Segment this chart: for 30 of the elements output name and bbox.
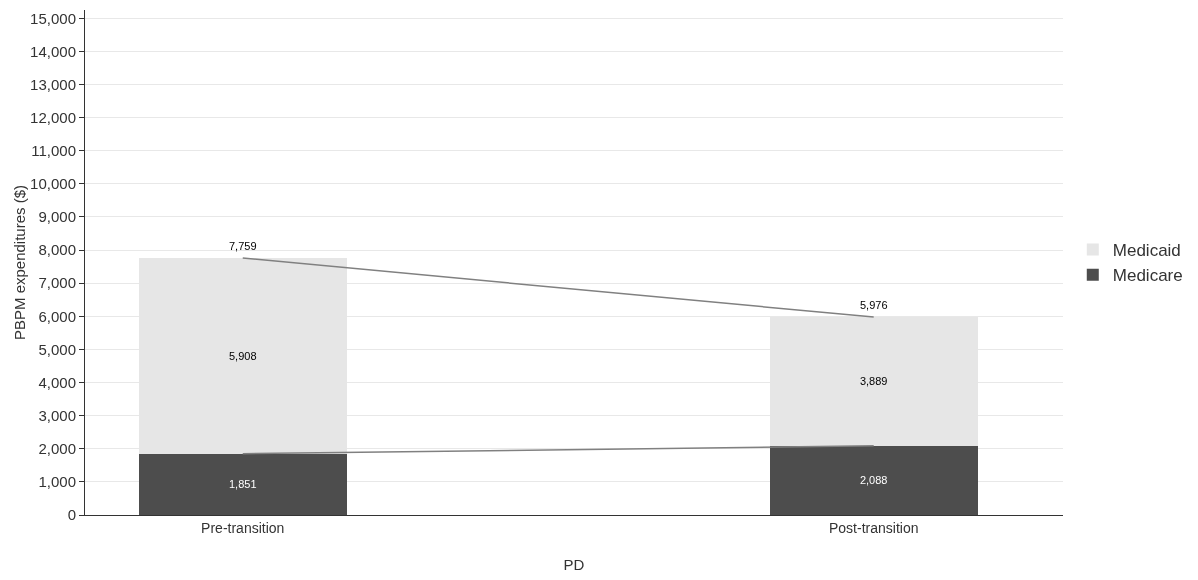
y-axis-title: PBPM expenditures ($) <box>11 184 29 341</box>
total-label: 7,759 <box>229 240 257 252</box>
y-tick-label: 15,000 <box>30 9 76 27</box>
bar <box>769 445 978 515</box>
y-tick-label: 13,000 <box>30 75 76 93</box>
y-tick-label: 3,000 <box>38 406 76 424</box>
x-tick-label: Pre-transition <box>201 519 285 536</box>
y-tick-label: 14,000 <box>30 42 76 60</box>
legend-label: Medicare <box>1112 266 1183 286</box>
legend-label: Medicaid <box>1112 241 1181 261</box>
x-tick-label: Post-transition <box>828 519 919 536</box>
data-label: 5,908 <box>228 349 257 362</box>
y-tick-label: 6,000 <box>38 307 76 325</box>
y-tick-label: 8,000 <box>38 241 76 259</box>
y-tick-label: 11,000 <box>31 141 76 159</box>
bar <box>138 453 347 515</box>
y-tick-label: 2,000 <box>38 440 76 458</box>
y-tick-label: 1,000 <box>38 473 76 491</box>
y-tick-label: 5,000 <box>38 340 76 358</box>
y-tick-label: 9,000 <box>38 208 76 226</box>
x-axis-title: PD <box>563 556 585 573</box>
y-tick-label: 12,000 <box>30 108 76 126</box>
y-tick-label: 0 <box>67 506 76 524</box>
y-tick-label: 4,000 <box>38 373 76 391</box>
data-label: 3,889 <box>859 375 888 388</box>
y-tick-label: 10,000 <box>30 175 76 193</box>
data-label: 2,088 <box>859 474 888 487</box>
total-label: 5,976 <box>860 299 888 311</box>
data-label: 1,851 <box>228 478 257 491</box>
y-tick-label: 7,000 <box>38 274 76 292</box>
